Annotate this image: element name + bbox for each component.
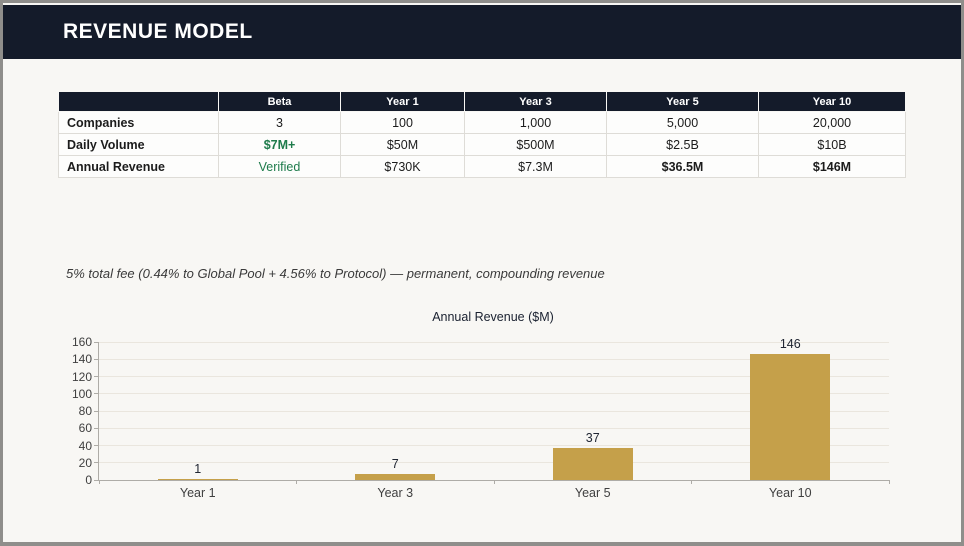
y-gridline bbox=[99, 427, 889, 429]
y-axis-tick-label: 160 bbox=[71, 335, 92, 349]
y-gridline bbox=[99, 376, 889, 377]
table-cell: $2.5B bbox=[606, 133, 759, 156]
y-axis-tick-label: 40 bbox=[78, 438, 92, 453]
y-axis-tick-label: 140 bbox=[71, 352, 92, 367]
y-axis-tick-label: 60 bbox=[78, 421, 92, 436]
table-header-row: Beta Year 1 Year 3 Year 5 Year 10 bbox=[58, 91, 906, 112]
x-axis-tick bbox=[691, 480, 692, 484]
table-cell: 100 bbox=[340, 111, 465, 134]
table-column-header: Year 3 bbox=[464, 91, 607, 112]
y-gridline bbox=[99, 410, 889, 412]
table-cell: $50M bbox=[340, 133, 465, 156]
revenue-bar bbox=[157, 479, 238, 480]
table-cell: 1,000 bbox=[464, 111, 607, 134]
x-axis-tick bbox=[888, 480, 890, 484]
table-cell: 3 bbox=[218, 111, 341, 134]
table-cell: $146M bbox=[758, 155, 906, 178]
y-axis-tick bbox=[94, 341, 98, 343]
x-axis-category-label: Year 10 bbox=[768, 486, 812, 500]
table-row-label: Companies bbox=[58, 111, 219, 134]
y-gridline bbox=[99, 358, 889, 360]
chart-title: Annual Revenue ($M) bbox=[432, 310, 554, 324]
table-cell: $36.5M bbox=[606, 155, 759, 178]
y-axis-tick-label: 20 bbox=[78, 455, 92, 470]
slide-header: REVENUE MODEL bbox=[3, 5, 961, 59]
table-column-header: Beta bbox=[218, 91, 341, 112]
table-column-header: Year 10 bbox=[758, 91, 906, 112]
revenue-table: Beta Year 1 Year 3 Year 5 Year 10 Companies 3… bbox=[58, 91, 906, 178]
table-column-header: Year 1 bbox=[340, 91, 465, 112]
y-axis-tick-label: 120 bbox=[71, 369, 92, 384]
y-axis-tick bbox=[94, 358, 98, 360]
y-axis-tick-label: 100 bbox=[71, 386, 92, 401]
x-axis-tick bbox=[493, 480, 495, 484]
bar-value-label: 1 bbox=[194, 462, 202, 476]
y-gridline bbox=[99, 462, 889, 464]
y-gridline bbox=[99, 393, 889, 395]
table-row: Annual Revenue Verified $730K $7.3M $36.5M $1… bbox=[58, 155, 906, 178]
page-title: REVENUE MODEL bbox=[63, 20, 253, 43]
x-axis-tick bbox=[98, 480, 100, 484]
x-axis-category-label: Year 3 bbox=[377, 486, 414, 500]
table-cell: $500M bbox=[464, 133, 607, 156]
table-cell: 5,000 bbox=[606, 111, 759, 134]
y-axis-tick bbox=[94, 410, 98, 412]
table-column-header bbox=[58, 91, 219, 112]
table-cell: $10B bbox=[758, 133, 906, 156]
x-axis-category-label: Year 5 bbox=[574, 486, 611, 500]
table-row-label: Annual Revenue bbox=[58, 155, 219, 178]
bar-value-label: 146 bbox=[779, 337, 801, 351]
y-gridline bbox=[99, 445, 889, 446]
y-axis-tick bbox=[94, 445, 98, 446]
revenue-bar bbox=[355, 474, 436, 480]
y-axis-tick bbox=[94, 393, 98, 395]
revenue-bar bbox=[750, 354, 831, 480]
revenue-chart-plot: 0 20 40 60 80 100 120 140 160 1 Year 1 7 Year 3 37 Yea… bbox=[72, 335, 890, 500]
y-gridline bbox=[99, 341, 889, 343]
table-cell: Verified bbox=[218, 155, 341, 178]
table-row: Daily Volume $7M+ $50M $500M $2.5B $10B bbox=[58, 133, 906, 156]
fee-note: 5% total fee (0.44% to Global Pool + 4.5… bbox=[66, 266, 605, 281]
x-axis-category-label: Year 1 bbox=[179, 486, 216, 500]
y-axis-tick bbox=[94, 462, 98, 464]
y-axis-tick-label: 0 bbox=[85, 473, 92, 487]
table-cell: $7.3M bbox=[464, 155, 607, 178]
bar-value-label: 7 bbox=[391, 457, 399, 471]
bar-value-label: 37 bbox=[585, 431, 600, 445]
revenue-bar bbox=[552, 448, 633, 480]
x-axis-tick bbox=[296, 480, 297, 484]
table-cell: 20,000 bbox=[758, 111, 906, 134]
table-cell: $730K bbox=[340, 155, 465, 178]
y-axis-tick bbox=[94, 427, 98, 429]
table-row: Companies 3 100 1,000 5,000 20,000 bbox=[58, 111, 906, 134]
y-axis-tick bbox=[94, 376, 98, 377]
table-row-label: Daily Volume bbox=[58, 133, 219, 156]
table-cell: $7M+ bbox=[218, 133, 341, 156]
y-axis-tick bbox=[94, 479, 98, 481]
table-column-header: Year 5 bbox=[606, 91, 759, 112]
y-axis-tick-label: 80 bbox=[78, 404, 92, 418]
